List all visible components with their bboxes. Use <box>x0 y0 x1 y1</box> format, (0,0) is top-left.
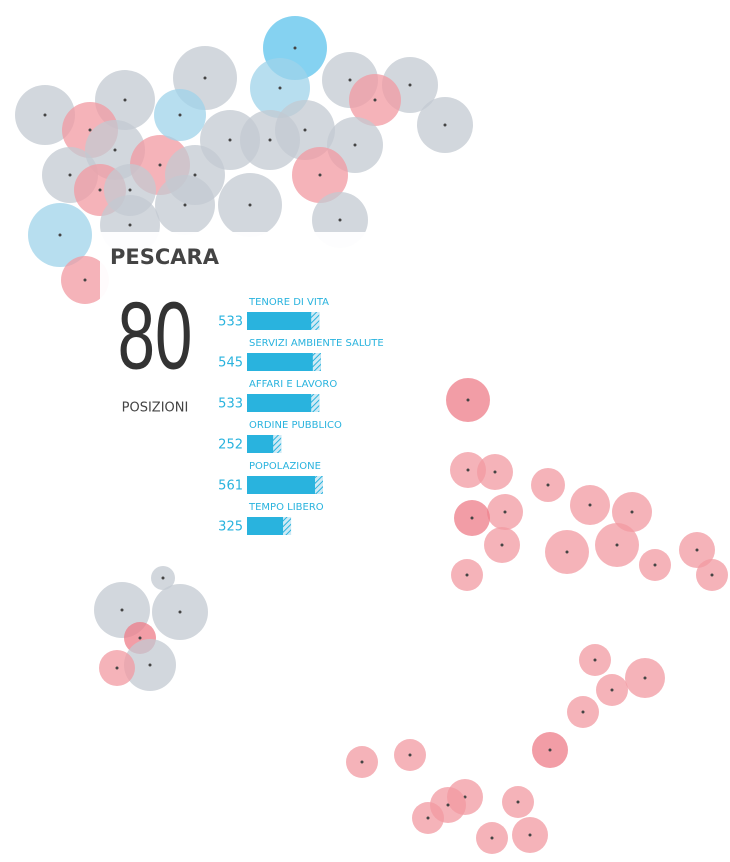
province-dot <box>303 128 307 132</box>
province-dot <box>278 86 282 90</box>
province-dot <box>630 510 634 514</box>
bar-hatch <box>315 476 323 494</box>
bar-hatch <box>311 312 320 330</box>
province-dot <box>68 173 72 177</box>
province-dot <box>408 83 412 87</box>
province-dot <box>503 510 507 514</box>
province-dot <box>593 658 597 662</box>
province-dot <box>466 468 470 472</box>
bar-hatch <box>311 394 320 412</box>
province-dot <box>228 138 232 142</box>
bar-value: 561 <box>218 479 243 494</box>
province-dot <box>466 398 470 402</box>
bar-value: 325 <box>218 520 243 535</box>
province-dot <box>465 573 469 577</box>
rank-number: 80 <box>118 281 193 389</box>
province-dot <box>443 123 447 127</box>
bar-hatch <box>312 353 321 371</box>
bar-value: 533 <box>218 397 243 412</box>
province-dot <box>58 233 62 237</box>
province-dot <box>528 833 532 837</box>
province-dot <box>360 760 364 764</box>
bar-value: 252 <box>218 438 243 453</box>
bar-list: TENORE DI VITA 533 SERVIZI AMBIENTE SALUTE… <box>218 297 384 535</box>
province-dot <box>710 573 714 577</box>
province-dot <box>193 173 197 177</box>
province-dot <box>516 800 520 804</box>
province-dot <box>588 503 592 507</box>
province-dot <box>348 78 352 82</box>
province-dot <box>470 516 474 520</box>
province-dot <box>446 803 450 807</box>
province-dot <box>426 816 430 820</box>
province-dot <box>88 128 92 132</box>
province-dot <box>123 98 127 102</box>
province-dot <box>581 710 585 714</box>
province-dot <box>113 148 117 152</box>
province-dot <box>353 143 357 147</box>
province-dot <box>293 46 297 50</box>
province-dot <box>268 138 272 142</box>
bar <box>247 353 321 371</box>
province-dot <box>203 76 207 80</box>
province-dot <box>500 543 504 547</box>
province-circles <box>15 16 728 854</box>
bar-value: 533 <box>218 315 243 330</box>
bar-label: TENORE DI VITA <box>248 297 329 308</box>
bar-label: SERVIZI AMBIENTE SALUTE <box>249 338 384 349</box>
bar-label: TEMPO LIBERO <box>248 502 324 513</box>
province-dot <box>338 218 342 222</box>
province-dot <box>318 173 322 177</box>
province-dot <box>615 543 619 547</box>
bar-hatch <box>283 517 292 535</box>
bar <box>247 476 323 494</box>
province-dot <box>695 548 699 552</box>
province-dot <box>373 98 377 102</box>
province-dot <box>98 188 102 192</box>
province-dot <box>183 203 187 207</box>
tooltip-title: PESCARA <box>110 245 220 269</box>
province-dot <box>128 188 132 192</box>
province-dot <box>178 113 182 117</box>
province-dot <box>565 550 569 554</box>
province-dot <box>546 483 550 487</box>
bar <box>247 517 292 535</box>
bar-label: AFFARI E LAVORO <box>249 379 337 390</box>
province-dot <box>120 608 124 612</box>
province-dot <box>653 563 657 567</box>
province-dot <box>148 663 152 667</box>
province-dot <box>158 163 162 167</box>
province-dot <box>43 113 47 117</box>
province-dot <box>161 576 165 580</box>
province-dot <box>115 666 119 670</box>
province-dot <box>643 676 647 680</box>
province-dot <box>493 470 497 474</box>
province-dot <box>610 688 614 692</box>
province-dot <box>548 748 552 752</box>
province-dot <box>178 610 182 614</box>
province-dot <box>138 636 142 640</box>
province-dot <box>248 203 252 207</box>
rank-label: POSIZIONI <box>122 401 189 416</box>
bar <box>247 394 320 412</box>
province-dot <box>128 223 132 227</box>
bar <box>247 435 282 453</box>
province-dot <box>408 753 412 757</box>
bar-hatch <box>273 435 282 453</box>
bar-label: ORDINE PUBBLICO <box>249 420 342 431</box>
bar <box>247 312 320 330</box>
bar-label: POPOLAZIONE <box>249 461 321 472</box>
province-dot <box>83 278 87 282</box>
province-dot <box>490 836 494 840</box>
bar-value: 545 <box>218 356 243 371</box>
